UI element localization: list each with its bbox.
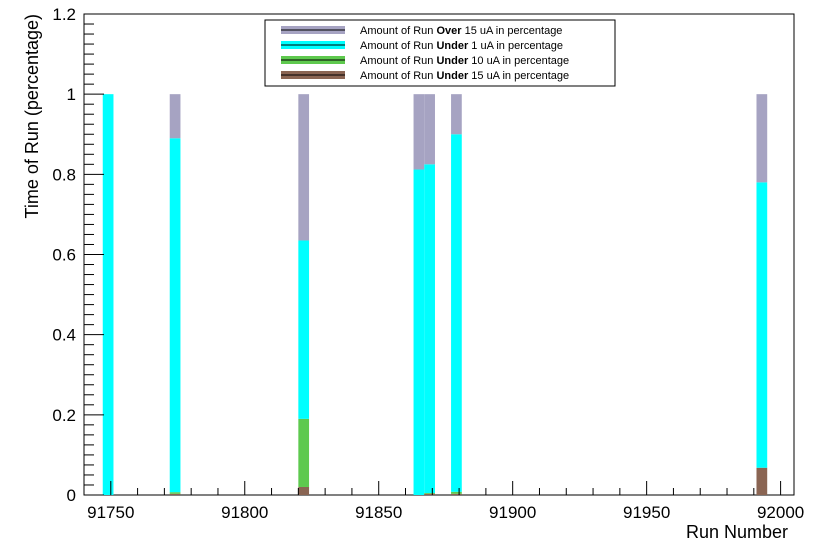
bar-under1-91822 [298, 240, 310, 419]
bar-under1-91993 [756, 182, 768, 468]
x-tick-label: 92000 [757, 503, 804, 522]
bar-under1-91879 [451, 134, 462, 492]
legend-label: Amount of Run Under 1 uA in percentage [360, 40, 563, 52]
y-tick-label: 0.4 [52, 326, 76, 345]
bar-under15-91869 [424, 493, 435, 495]
bar-under10-91774 [169, 492, 181, 494]
x-tick-label: 91750 [87, 503, 134, 522]
y-tick-label: 0.6 [52, 246, 76, 265]
bars [102, 94, 768, 496]
y-tick-labels: 0 0.2 0.4 0.6 0.8 1 1.2 [52, 5, 76, 505]
x-tick-label: 91950 [623, 503, 670, 522]
legend-label: Amount of Run Under 10 uA in percentage [360, 55, 569, 67]
legend-label: Amount of Run Over 15 uA in percentage [360, 25, 562, 37]
bar-under10-91879 [451, 491, 462, 494]
y-tick-label: 0 [67, 486, 76, 505]
bar-under1-91774 [169, 138, 181, 493]
bar-under10-91869 [424, 492, 435, 494]
legend-label: Amount of Run Under 15 uA in percentage [360, 70, 569, 82]
x-tick-label: 91900 [489, 503, 536, 522]
bar-over15-91774 [169, 94, 181, 139]
legend: Amount of Run Over 15 uA in percentage Am… [264, 19, 616, 87]
bar-under1-91749 [102, 94, 114, 496]
bar-under15-91993 [756, 467, 768, 495]
bar-under1-91869 [424, 164, 435, 493]
axis-ticks [83, 13, 782, 496]
bar-under15-91879 [451, 493, 462, 495]
bar-under15-91774 [169, 493, 181, 495]
x-tick-labels: 91750 91800 91850 91900 91950 92000 [87, 503, 804, 522]
bar-over15-91993 [756, 94, 768, 183]
plot-frame [83, 13, 795, 496]
bar-over15-91865 [413, 94, 425, 170]
bar-over15-91869 [424, 94, 435, 165]
y-axis-title: Time of Run (percentage) [22, 14, 42, 218]
y-tick-label: 1.2 [52, 5, 76, 24]
bar-under10-91822 [298, 418, 310, 487]
bar-under1-91865 [413, 169, 425, 496]
x-axis-title: Run Number [686, 522, 788, 542]
x-tick-label: 91800 [221, 503, 268, 522]
bar-over15-91879 [451, 94, 462, 135]
bar-over15-91822 [298, 94, 310, 241]
y-tick-label: 0.2 [52, 406, 76, 425]
y-tick-label: 0.8 [52, 165, 76, 184]
y-tick-label: 1 [67, 85, 76, 104]
bar-under15-91822 [298, 486, 310, 495]
x-tick-label: 91850 [355, 503, 402, 522]
